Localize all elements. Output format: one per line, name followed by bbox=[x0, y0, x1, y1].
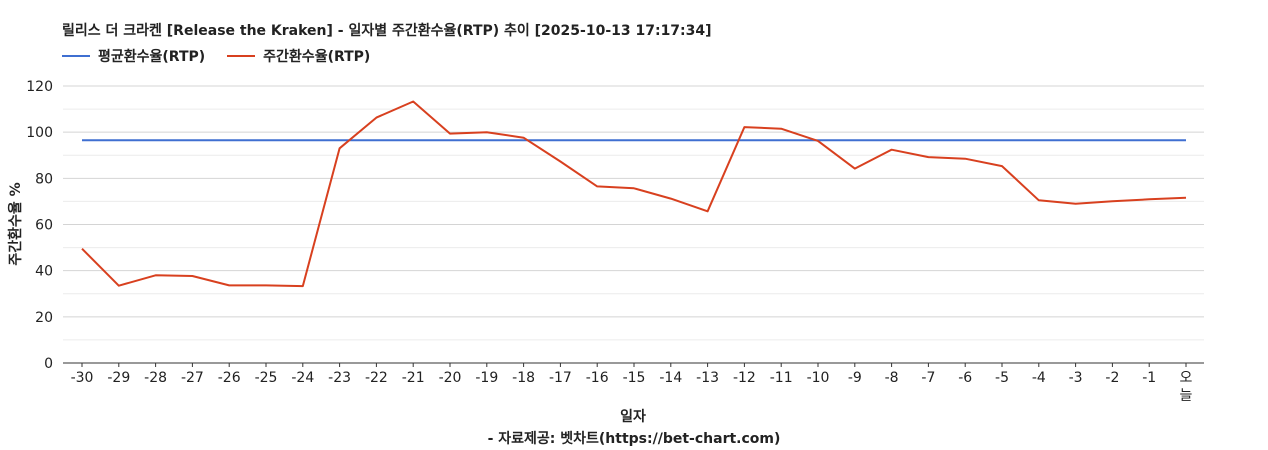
chart-title: 릴리스 더 크라켄 [Release the Kraken] - 일자별 주간환… bbox=[62, 23, 712, 39]
x-axis-ticks: -30 -29 -28 -27 -26 -25 -24 -23 -22 -21 -20 -19 -18-… bbox=[71, 363, 1193, 404]
legend-label-average: 평균환수율(RTP) bbox=[98, 49, 206, 65]
x-tick-label: -11 bbox=[770, 370, 793, 386]
x-tick-label: -17 bbox=[549, 370, 572, 386]
x-tick-label: -29 bbox=[107, 370, 130, 386]
x-tick-label: -18 bbox=[512, 370, 535, 386]
y-tick-label: 80 bbox=[35, 171, 53, 187]
x-tick-label: -13 bbox=[696, 370, 719, 386]
x-tick-label: -14 bbox=[659, 370, 682, 386]
y-tick-label: 120 bbox=[26, 79, 53, 95]
legend-swatch-weekly bbox=[227, 55, 256, 57]
x-tick-label: -25 bbox=[255, 370, 278, 386]
y-tick-label: 0 bbox=[44, 356, 53, 372]
x-tick-label: -6 bbox=[958, 370, 972, 386]
x-tick-label: -28 bbox=[144, 370, 167, 386]
y-tick-label: 60 bbox=[35, 218, 53, 234]
legend-swatch-average bbox=[62, 55, 90, 57]
x-tick-label: -1 bbox=[1142, 370, 1156, 386]
legend-label-weekly: 주간환수율(RTP) bbox=[263, 49, 371, 65]
x-tick-label: -30 bbox=[71, 370, 94, 386]
y-tick-label: 100 bbox=[26, 125, 53, 141]
x-tick-label: -9 bbox=[848, 370, 862, 386]
x-tick-label: -27 bbox=[181, 370, 204, 386]
x-tick-label: -12 bbox=[733, 370, 756, 386]
y-axis-title: 주간환수율 % bbox=[7, 182, 24, 265]
data-source-credit: - 자료제공: 벳차트(https://bet-chart.com) bbox=[487, 431, 781, 447]
legend: 평균환수율(RTP) 주간환수율(RTP) bbox=[62, 46, 392, 66]
x-axis-title: 일자 bbox=[620, 409, 646, 425]
x-tick-label: -21 bbox=[402, 370, 425, 386]
y-axis-ticks: 0 20 40 60 80 100 120 bbox=[26, 79, 53, 372]
legend-item-average[interactable]: 평균환수율(RTP) bbox=[62, 46, 205, 66]
x-tick-label: -8 bbox=[885, 370, 899, 386]
x-tick-label: -2 bbox=[1105, 370, 1119, 386]
series-lines bbox=[81, 100, 1187, 288]
x-tick-label: -22 bbox=[365, 370, 388, 386]
y-tick-label: 20 bbox=[35, 310, 53, 326]
x-tick-label: -19 bbox=[475, 370, 498, 386]
x-tick-label: -20 bbox=[439, 370, 462, 386]
x-tick-label: -15 bbox=[623, 370, 646, 386]
x-tick-label: -10 bbox=[807, 370, 830, 386]
x-tick-label: -5 bbox=[995, 370, 1009, 386]
x-tick-label: -26 bbox=[218, 370, 241, 386]
legend-item-weekly[interactable]: 주간환수율(RTP) bbox=[227, 46, 370, 66]
x-tick-label: -16 bbox=[586, 370, 609, 386]
x-tick-label: -7 bbox=[921, 370, 935, 386]
series-line-weekly-rtp[interactable] bbox=[81, 100, 1187, 288]
x-tick-label: -4 bbox=[1032, 370, 1046, 386]
gridlines bbox=[63, 85, 1204, 341]
x-tick-label: -23 bbox=[328, 370, 351, 386]
y-tick-label: 40 bbox=[35, 264, 53, 280]
x-tick-label: -3 bbox=[1069, 370, 1083, 386]
x-tick-label: -24 bbox=[291, 370, 314, 386]
